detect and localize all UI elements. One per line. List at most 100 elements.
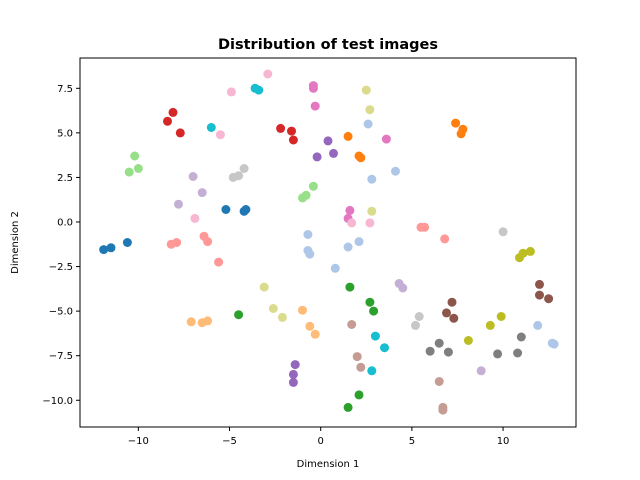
data-point [259, 282, 269, 292]
data-point [414, 312, 424, 321]
data-point [234, 171, 244, 181]
data-point [172, 238, 182, 247]
data-point [310, 101, 320, 111]
data-point [254, 85, 264, 95]
data-point [420, 222, 430, 232]
data-point [463, 336, 473, 345]
data-point [398, 283, 408, 293]
data-point [549, 339, 559, 349]
y-tick-label: 2.5 [57, 173, 73, 184]
data-point [345, 205, 355, 215]
data-point [308, 83, 318, 93]
data-point [544, 294, 554, 304]
data-point [298, 305, 307, 315]
data-point [301, 190, 311, 200]
data-point [369, 306, 379, 316]
data-point [133, 164, 143, 173]
data-point [221, 205, 231, 214]
data-point [288, 369, 298, 379]
chart-title: Distribution of test images [218, 37, 438, 53]
y-axis-label: Dimension 2 [10, 211, 21, 274]
data-point [380, 343, 389, 353]
data-point [288, 377, 298, 387]
data-point [516, 332, 526, 342]
data-point [343, 402, 353, 412]
data-point [329, 148, 338, 158]
data-point [411, 320, 420, 330]
data-point [175, 128, 185, 138]
data-point [124, 167, 134, 177]
x-axis-ticks: −10 −5 0 5 10 [128, 427, 510, 447]
data-point [356, 362, 366, 372]
data-point [370, 331, 380, 341]
data-point [190, 213, 200, 223]
x-tick-label: 0 [318, 436, 324, 447]
data-point [163, 116, 172, 126]
data-point [525, 246, 535, 256]
data-point [391, 166, 400, 176]
data-point [449, 313, 459, 323]
data-point [305, 249, 315, 259]
data-point [434, 338, 444, 348]
x-tick-label: 10 [497, 436, 510, 447]
data-point [277, 312, 287, 322]
data-point [356, 153, 366, 163]
data-point [363, 119, 373, 129]
points-layer [99, 69, 559, 415]
y-tick-label: 7.5 [57, 84, 73, 95]
data-point [345, 282, 355, 292]
data-point [442, 308, 451, 318]
data-point [533, 320, 543, 330]
data-point [263, 69, 273, 79]
data-point [303, 230, 313, 239]
data-point [330, 263, 340, 273]
data-point [323, 136, 333, 146]
data-point [239, 164, 249, 173]
y-tick-label: −2.5 [49, 262, 73, 273]
data-point [367, 206, 377, 216]
data-point [347, 218, 357, 228]
data-point [535, 279, 544, 289]
data-point [447, 297, 457, 307]
y-axis-ticks: −10.0 −7.5 −5.0 −2.5 0.0 2.5 5.0 7.5 [42, 84, 80, 407]
data-point [122, 238, 132, 247]
plot-frame [79, 57, 577, 428]
data-point [288, 135, 298, 145]
x-axis-label: Dimension 1 [297, 459, 360, 470]
data-point [535, 290, 544, 300]
data-point [343, 242, 353, 252]
data-point [518, 248, 528, 258]
data-point [214, 257, 224, 267]
data-point [241, 205, 251, 214]
data-point [485, 320, 495, 330]
data-point [174, 199, 183, 209]
data-point [188, 172, 198, 181]
x-tick-label: −5 [222, 436, 237, 447]
data-point [215, 130, 225, 140]
data-point [443, 347, 453, 357]
data-point [365, 218, 375, 228]
data-point [234, 310, 244, 320]
data-point [498, 227, 508, 237]
data-point [458, 124, 468, 134]
data-point [186, 317, 196, 327]
y-tick-label: −5.0 [49, 307, 73, 318]
data-point [206, 123, 216, 132]
data-point [381, 134, 391, 144]
data-point [434, 377, 444, 386]
x-tick-label: 5 [409, 436, 415, 447]
y-tick-label: 0.0 [57, 218, 73, 229]
data-point [268, 304, 278, 313]
data-point [226, 87, 236, 97]
data-point [290, 360, 300, 370]
data-point [310, 329, 320, 339]
data-point [312, 152, 322, 162]
data-point [106, 243, 116, 253]
data-point [440, 234, 450, 244]
data-point [513, 348, 523, 358]
data-point [365, 105, 375, 115]
data-point [354, 390, 364, 400]
data-point [361, 85, 371, 95]
data-point [352, 352, 362, 362]
